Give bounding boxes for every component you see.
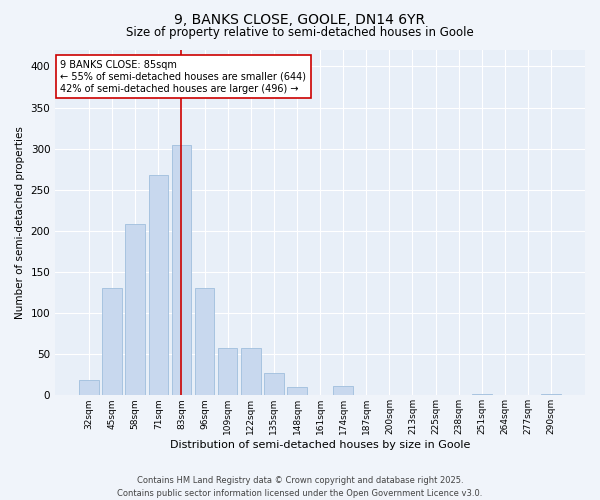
Text: Contains HM Land Registry data © Crown copyright and database right 2025.
Contai: Contains HM Land Registry data © Crown c… [118, 476, 482, 498]
Bar [472, 394, 491, 396]
Text: 9, BANKS CLOSE, GOOLE, DN14 6YR: 9, BANKS CLOSE, GOOLE, DN14 6YR [175, 12, 425, 26]
Bar [241, 348, 260, 396]
Bar [334, 386, 353, 396]
Bar [264, 373, 284, 396]
Bar [172, 146, 191, 396]
Bar [79, 380, 99, 396]
Bar [287, 387, 307, 396]
Bar [125, 224, 145, 396]
Bar [149, 175, 168, 396]
Y-axis label: Number of semi-detached properties: Number of semi-detached properties [15, 126, 25, 319]
Bar [103, 288, 122, 396]
Text: 9 BANKS CLOSE: 85sqm
← 55% of semi-detached houses are smaller (644)
42% of semi: 9 BANKS CLOSE: 85sqm ← 55% of semi-detac… [61, 60, 307, 94]
Text: Size of property relative to semi-detached houses in Goole: Size of property relative to semi-detach… [126, 26, 474, 39]
Bar [541, 394, 561, 396]
X-axis label: Distribution of semi-detached houses by size in Goole: Distribution of semi-detached houses by … [170, 440, 470, 450]
Bar [218, 348, 238, 396]
Bar [195, 288, 214, 396]
